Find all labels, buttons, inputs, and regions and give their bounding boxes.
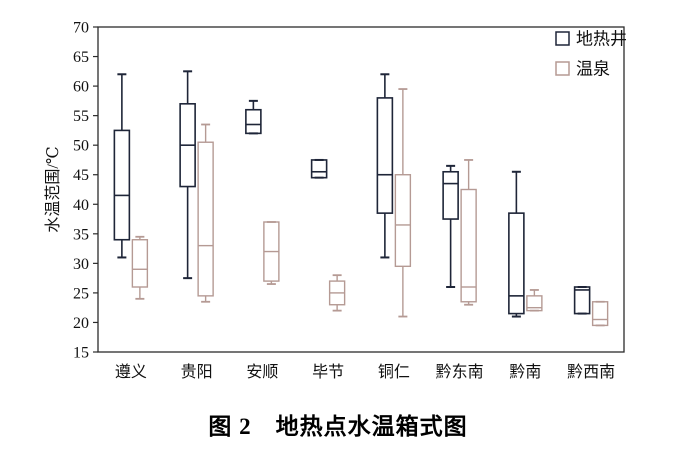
x-category-label: 黔西南 — [567, 363, 615, 381]
y-tick-label: 15 — [73, 345, 89, 362]
x-category-label: 安顺 — [246, 363, 278, 381]
y-tick-label: 40 — [73, 197, 89, 214]
box-温泉 — [526, 295, 543, 312]
x-category-label: 贵阳 — [181, 363, 213, 381]
y-tick-label: 30 — [73, 256, 89, 273]
x-category-label: 黔南 — [509, 363, 541, 381]
y-axis-title: 水温范围/℃ — [44, 146, 62, 232]
plot-frame — [97, 26, 625, 353]
y-tick-label: 45 — [73, 167, 89, 184]
box-地热井 — [573, 286, 591, 315]
box-地热井 — [245, 108, 262, 135]
legend-swatch-地热井 — [555, 31, 570, 46]
y-tick-label: 35 — [73, 226, 89, 243]
y-tick-label: 25 — [73, 285, 89, 302]
box-温泉 — [591, 301, 609, 327]
box-温泉 — [197, 141, 214, 297]
x-category-label: 毕节 — [312, 363, 344, 381]
y-tick-label: 55 — [73, 108, 89, 125]
y-tick-label: 70 — [73, 20, 89, 37]
y-tick-label: 20 — [73, 315, 89, 332]
x-category-label: 遵义 — [115, 362, 147, 381]
box-温泉 — [131, 239, 149, 288]
legend-label: 温泉 — [576, 60, 610, 79]
box-地热井 — [310, 159, 328, 179]
x-category-label: 铜仁 — [378, 363, 410, 381]
figure-caption: 图 2 地热点水温箱式图 — [208, 414, 468, 439]
box-地热井 — [508, 212, 525, 315]
box-温泉 — [460, 188, 477, 303]
y-tick-label: 65 — [73, 49, 89, 66]
box-地热井 — [376, 97, 394, 214]
x-category-label: 黔东南 — [436, 363, 484, 381]
box-地热井 — [113, 129, 131, 241]
legend-swatch-温泉 — [555, 61, 570, 76]
y-tick-label: 60 — [73, 79, 89, 96]
box-地热井 — [442, 170, 459, 220]
boxplot-chart: 15 20 25 30 35 40 45 50 55 60 65 70 水温范围/℃ 遵义 贵阳 安顺 毕节 铜仁… — [44, 20, 627, 382]
box-温泉 — [394, 174, 412, 268]
legend-label: 地热井 — [576, 30, 627, 49]
y-tick-label: 50 — [73, 138, 89, 155]
